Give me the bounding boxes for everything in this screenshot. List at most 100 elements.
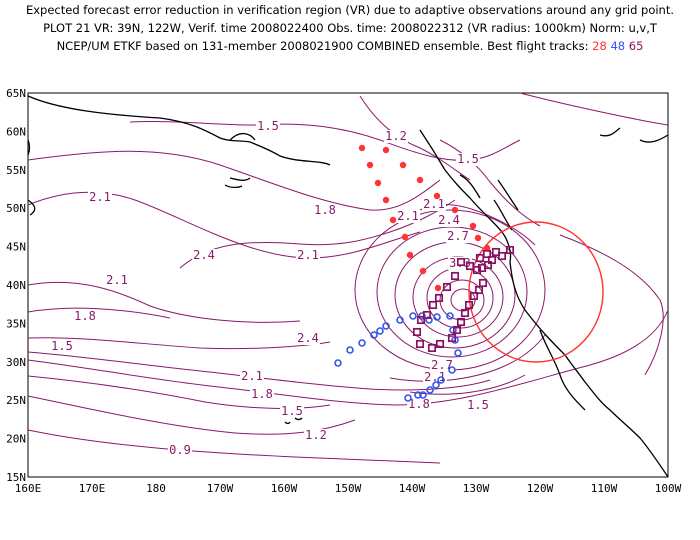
track-point-blue [409,312,417,320]
track-point-purple [434,293,444,303]
contour-label: 2.7 [431,358,453,372]
contour-label-bg [304,429,328,442]
contour-label: 1.5 [457,152,479,166]
title-line-3: NCEP/UM ETKF based on 131-member 2008021… [0,39,700,53]
contour-label-bg [396,210,420,223]
title-line-3-prefix: NCEP/UM ETKF based on 131-member 2008021… [56,39,589,53]
contour-label: 1.5 [51,339,73,353]
track-point-red [416,176,424,184]
contour-label-bg [384,130,408,143]
track-point-red [401,233,409,241]
track-point-red [374,179,382,187]
track-point-blue [396,316,404,324]
contour-label-bg [296,249,320,262]
contour-label-bg [466,399,490,412]
title-line-1: Expected forecast error reduction in ver… [25,3,675,17]
contour-label-bg [168,444,192,457]
track-point-red [474,234,482,242]
track-point-purple [469,291,479,301]
contour-label: 2.7 [447,229,469,243]
lon-tick-label: 170E [79,482,106,495]
track-point-purple [505,245,515,255]
track-point-red [366,161,374,169]
contour-label-bg [50,340,74,353]
lat-tick-label: 40N [6,279,26,292]
contour-label-bg [240,370,264,383]
contour-label-bg [192,249,216,262]
lat-tick-label: 65N [6,87,26,100]
track-point-purple [412,327,422,337]
track-point-blue [425,316,433,324]
lat-tick-label: 55N [6,164,26,177]
contour-label-bg [446,230,470,243]
track-point-purple [452,325,462,335]
contour-label-bg [422,198,446,211]
contour-label-bg [423,371,447,384]
track-count-blue: 48 [610,39,626,53]
contour-label: 1.8 [251,387,273,401]
lon-tick-label: 140W [399,482,426,495]
lon-tick-label: 160E [15,482,42,495]
contour-label-bg [430,359,454,372]
lat-tick-label: 25N [6,394,26,407]
track-point-blue [334,359,342,367]
track-point-blue [454,349,462,357]
contour-label-bg [105,274,129,287]
contour-label: 2.1 [89,190,111,204]
contour-label-bg [296,332,320,345]
contour-lines [27,92,669,464]
track-point-purple [482,249,492,259]
track-point-purple [427,343,437,353]
track-point-red [382,146,390,154]
track-point-red [469,222,477,230]
lon-tick-label: 120W [527,482,554,495]
contour-label: 1.8 [314,203,336,217]
title-line-2: PLOT 21 VR: 39N, 122W, Verif. time 20080… [43,21,657,35]
lon-tick-label: 180 [146,482,166,495]
track-point-purple [442,282,452,292]
track-count-purple: 65 [628,39,644,53]
track-point-red [406,251,414,259]
track-point-purple [422,310,432,320]
contour-label: 1.2 [305,428,327,442]
track-count-red: 28 [592,39,607,53]
coastlines [27,95,669,478]
lat-tick-label: 30N [6,356,26,369]
lon-tick-label: 150W [335,482,362,495]
contour-label-bg [407,398,431,411]
longitude-tick-labels: 160E 170E 180 170W 160W 150W 140W 130W 120W 110W 1… [15,482,682,495]
lat-tick-label: 15N [6,471,26,484]
track-point-blue [370,331,378,339]
contour-label-bg [88,191,112,204]
contour-label: 1.2 [385,129,407,143]
latitude-tick-labels: 65N 60N 55N 50N 45N 40N 35N 30N 25N 20N 15N [6,87,26,484]
contour-label: 2.1 [241,369,263,383]
lon-tick-label: 170W [207,482,234,495]
track-point-red [358,144,366,152]
track-point-red [419,267,427,275]
lon-tick-label: 160W [271,482,298,495]
track-point-purple [456,257,466,267]
track-point-blue [437,376,445,384]
contour-label: 3.3 [449,256,471,270]
lat-tick-label: 35N [6,317,26,330]
track-point-purple [450,271,460,281]
contour-label: 1.5 [257,119,279,133]
track-point-blue [414,391,422,399]
contour-label: 2.1 [424,370,446,384]
track-point-purple [474,285,484,295]
contour-label-bg [256,120,280,133]
contour-label: 2.4 [438,213,460,227]
lon-tick-label: 110W [591,482,618,495]
track-point-purple [428,300,438,310]
track-point-blue [426,386,434,394]
flight-track-red [358,144,491,292]
track-point-purple [478,278,488,288]
track-point-purple [472,265,482,275]
contour-label-bg [456,153,480,166]
lat-tick-label: 45N [6,241,26,254]
track-point-red [389,216,397,224]
contour-label-bg [250,388,274,401]
lon-tick-label: 100W [655,482,682,495]
track-point-purple [487,255,497,265]
